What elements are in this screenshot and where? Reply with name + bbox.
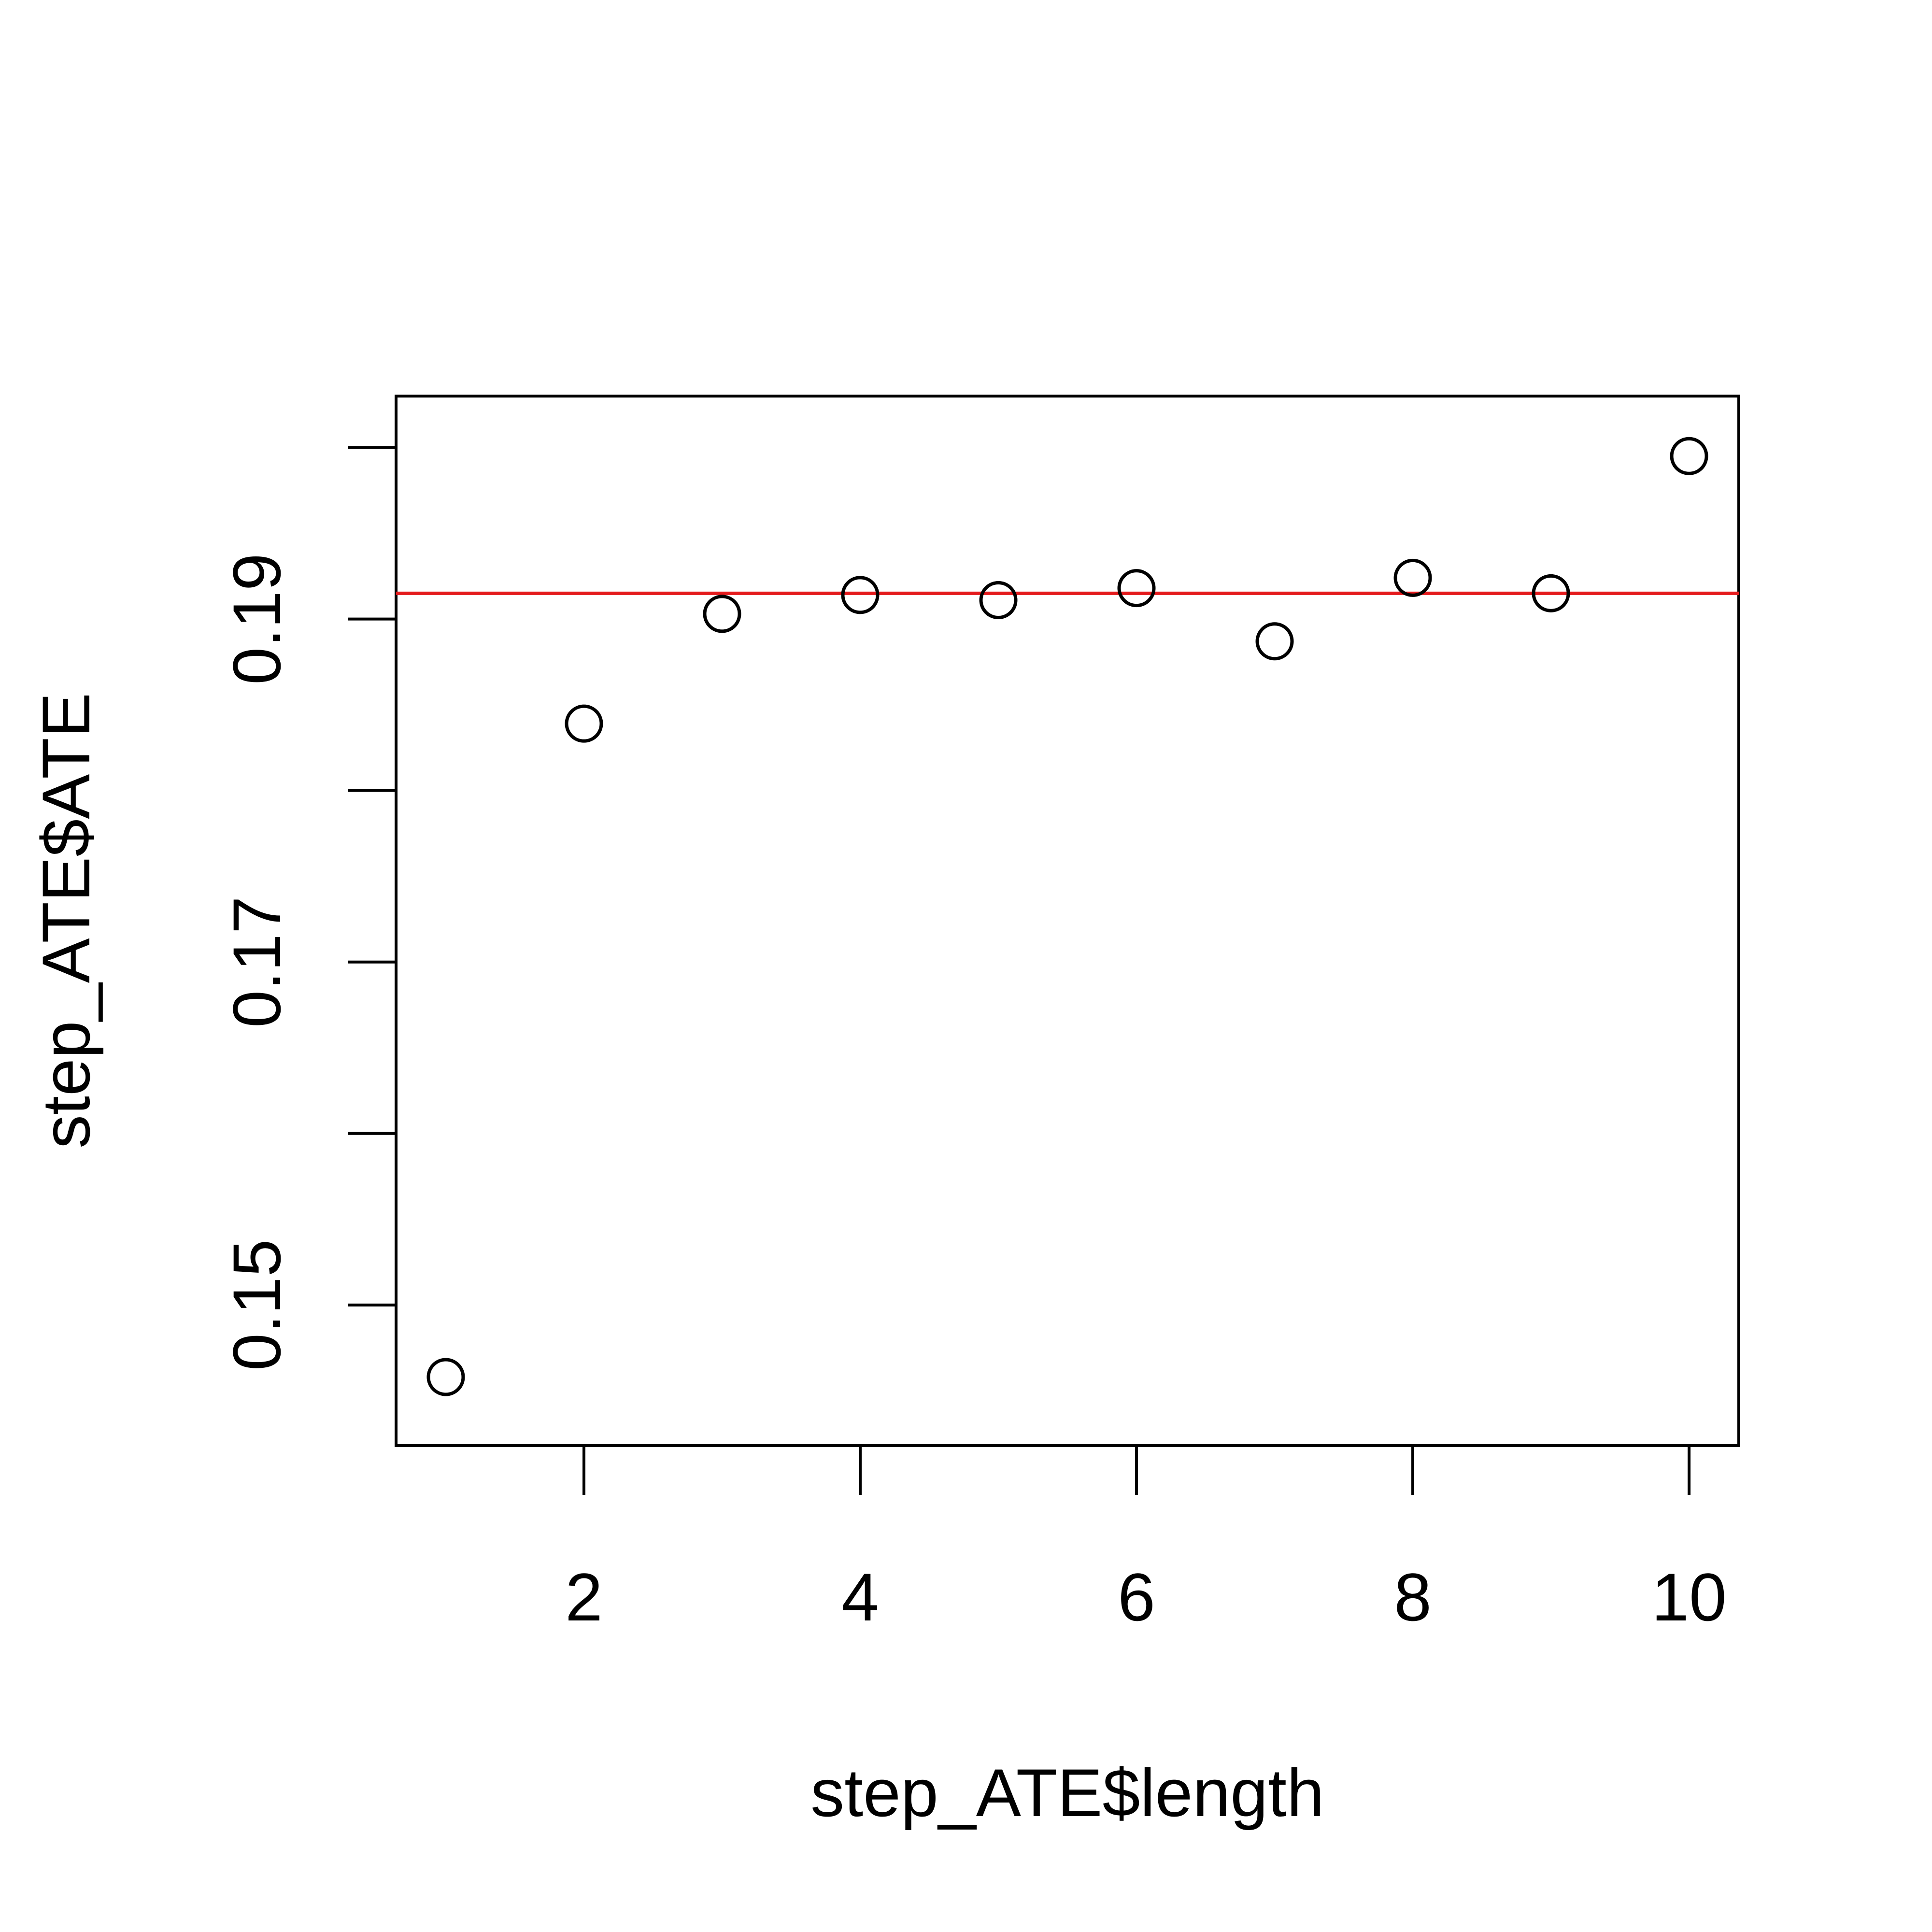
data-point [703, 595, 741, 633]
x-tick-label: 10 [1651, 1559, 1727, 1635]
data-point [565, 704, 603, 743]
y-tick-label: 0.15 [219, 1239, 295, 1371]
data-point [426, 1358, 465, 1396]
data-point [1393, 558, 1432, 597]
plot-frame [395, 395, 1740, 1447]
y-tick-label: 0.19 [219, 553, 295, 684]
data-point [1117, 569, 1156, 608]
y-axis-title: step_ATE$ATE [28, 693, 104, 1149]
x-tick-label: 2 [565, 1559, 603, 1635]
x-axis-title: step_ATE$length [810, 1755, 1324, 1831]
data-point [1255, 622, 1294, 661]
y-axis: 0.15 0.17 0.19 [219, 446, 396, 1371]
data-points [426, 437, 1708, 1396]
data-point [1532, 574, 1570, 612]
data-point [979, 581, 1018, 620]
x-tick-label: 4 [841, 1559, 879, 1635]
x-tick-label: 6 [1118, 1559, 1155, 1635]
y-tick-label: 0.17 [219, 896, 295, 1027]
x-tick-label: 8 [1394, 1559, 1432, 1635]
x-axis: 2 4 6 8 10 [565, 1446, 1727, 1635]
data-point [1670, 437, 1708, 475]
data-point [841, 576, 880, 614]
